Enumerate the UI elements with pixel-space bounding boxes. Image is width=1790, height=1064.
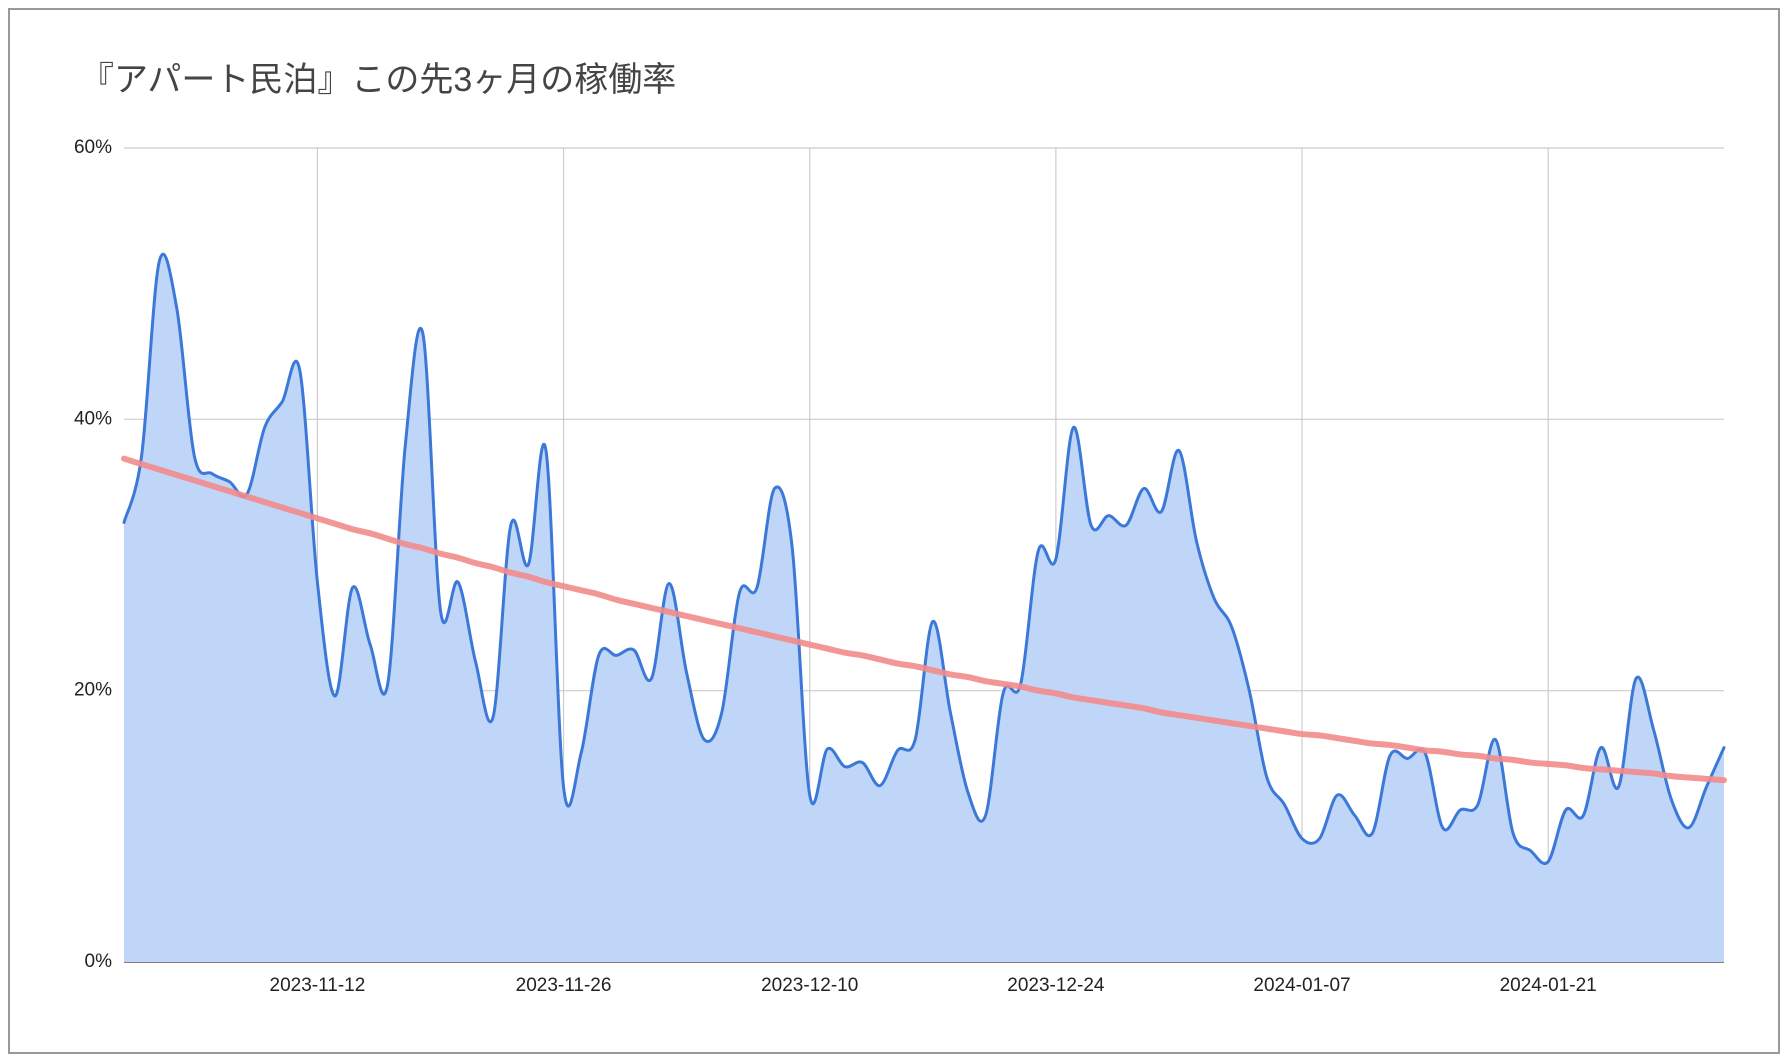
x-tick-label: 2024-01-07 xyxy=(1253,975,1350,996)
chart-title: 『アパート民泊』この先3ヶ月の稼働率 xyxy=(80,61,676,99)
y-tick-label: 20% xyxy=(74,680,112,701)
y-tick-label: 40% xyxy=(74,408,112,429)
line xyxy=(122,252,1726,865)
y-tick-label: 0% xyxy=(85,951,113,972)
x-tick-label: 2024-01-21 xyxy=(1500,975,1597,996)
y-tick-label: 60% xyxy=(74,137,112,158)
area xyxy=(124,254,1724,962)
x-tick-label: 2023-11-26 xyxy=(516,975,612,996)
x-tick-label: 2023-11-12 xyxy=(270,975,366,996)
x-tick-label: 2023-12-24 xyxy=(1007,975,1105,996)
trendline xyxy=(121,455,1727,784)
x-tick-label: 2023-12-10 xyxy=(761,975,858,996)
